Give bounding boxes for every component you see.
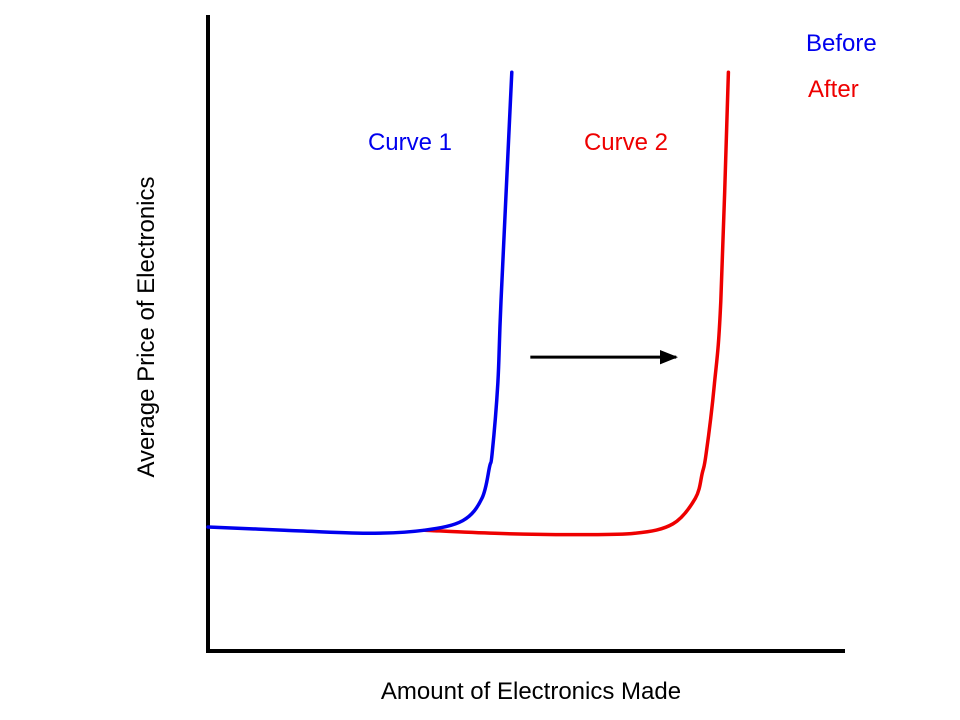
series-label-curve-1: Curve 1 <box>368 129 452 156</box>
legend-after-label: After <box>808 76 859 103</box>
x-axis-label: Amount of Electronics Made <box>381 678 681 705</box>
series-line-1 <box>206 70 514 536</box>
curves-layer <box>206 70 731 537</box>
series-line-2 <box>422 70 731 537</box>
y-axis-label: Average Price of Electronics <box>133 176 160 477</box>
series-label-curve-2: Curve 2 <box>584 129 668 156</box>
legend-before-label: Before <box>806 30 877 57</box>
